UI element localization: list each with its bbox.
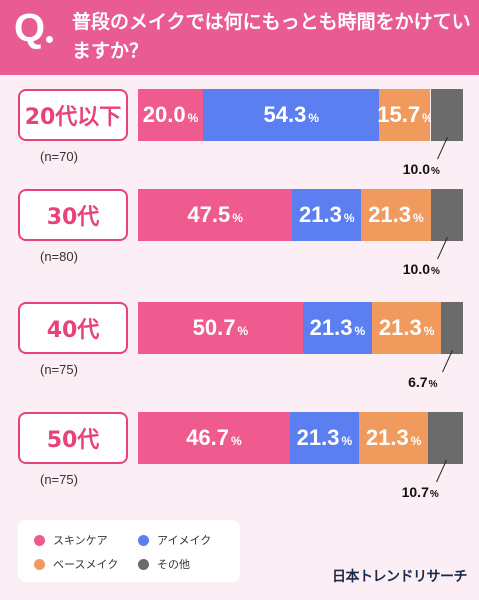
unit-label: % (431, 266, 440, 277)
unit-label: % (423, 324, 435, 338)
value-label: 20.0 (142, 102, 186, 127)
sample-size: (n=70) (40, 149, 78, 164)
sample-size: (n=75) (40, 472, 78, 487)
unit-label: % (230, 434, 242, 448)
bar-segment-base: 21.3% (372, 302, 442, 354)
legend: スキンケア アイメイク ベースメイク その他 (18, 520, 240, 582)
bar-segment-skincare: 46.7% (138, 412, 290, 464)
value-label: 21.3 (299, 202, 342, 227)
legend-dot-eye (138, 534, 149, 546)
bar-segment-eye: 21.3% (292, 189, 362, 241)
brand-logo-text: 日本トレンドリサーチ (332, 569, 468, 585)
bar-segment-eye: 21.3% (289, 412, 359, 464)
question-text: 普段のメイクでは何にもっとも時間をかけていますか？ (72, 11, 471, 62)
legend-item-eye: アイメイク (138, 532, 211, 548)
category-label: 50代 (18, 412, 128, 464)
unit-label: % (431, 166, 440, 177)
other-value-label: 10.0% (403, 161, 440, 179)
bar-segment-other (430, 89, 463, 141)
legend-item-other: その他 (138, 556, 190, 572)
bar-segment-base: 21.3% (359, 412, 429, 464)
value-label: 10.0 (402, 261, 431, 277)
legend-dot-base (34, 558, 45, 570)
unit-label: % (354, 324, 366, 338)
bar-segment-other (430, 189, 463, 241)
value-label: 21.3 (378, 315, 422, 340)
legend-label-skincare: スキンケア (53, 534, 108, 547)
unit-label: % (343, 211, 355, 225)
bar-segment-eye: 54.3% (203, 89, 380, 141)
value-label: 15.7 (377, 102, 421, 127)
unit-label: % (429, 489, 439, 500)
category-label: 40代 (18, 302, 128, 354)
bar-segment-other (428, 412, 463, 464)
value-label: 6.7 (408, 374, 428, 390)
value-label: 10.0 (402, 161, 430, 177)
other-value-label: 10.7% (402, 484, 439, 502)
bar-row: 50.7% 21.3% 21.3% (138, 302, 463, 354)
category-label: 20代以下 (18, 89, 128, 141)
legend-dot-other (138, 558, 149, 570)
sample-size: (n=80) (40, 249, 78, 264)
value-label: 50.7 (192, 315, 236, 340)
unit-label: % (237, 324, 249, 338)
value-label: 21.3 (365, 425, 409, 450)
bar-row: 47.5% 21.3% 21.3% (138, 189, 463, 241)
value-label: 46.7 (186, 425, 229, 450)
unit-label: % (232, 211, 243, 225)
legend-item-skincare: スキンケア (34, 532, 108, 548)
bar-segment-eye: 21.3% (302, 302, 372, 354)
bar-segment-skincare: 47.5% (138, 189, 293, 241)
unit-label: % (428, 379, 438, 390)
value-label: 54.3 (263, 102, 307, 127)
bar-segment-other (441, 302, 463, 354)
bar-segment-base: 21.3% (361, 189, 431, 241)
unit-label: % (410, 434, 422, 448)
value-label: 47.5 (187, 202, 231, 227)
unit-label: % (413, 211, 424, 225)
category-label: 30代 (18, 189, 128, 241)
value-label: 21.3 (309, 315, 353, 340)
legend-item-base: ベースメイク (34, 556, 118, 572)
unit-label: % (308, 111, 319, 125)
legend-dot-skincare (34, 534, 45, 546)
legend-label-other: その他 (157, 558, 190, 571)
unit-label: % (341, 434, 353, 448)
q-mark: Q (14, 6, 46, 50)
other-value-label: 10.0% (403, 261, 440, 279)
bar-segment-skincare: 20.0% (138, 89, 203, 141)
unit-label: % (422, 111, 433, 125)
sample-size: (n=75) (40, 362, 78, 377)
q-dot-icon (46, 36, 53, 43)
value-label: 21.3 (296, 425, 340, 450)
legend-label-base: ベースメイク (53, 558, 119, 571)
question-header: Q 普段のメイクでは何にもっとも時間をかけていますか？ (0, 0, 479, 75)
value-label: 21.3 (368, 202, 412, 227)
value-label: 10.7 (401, 484, 429, 500)
bar-row: 46.7% 21.3% 21.3% (138, 412, 463, 464)
other-value-label: 6.7% (408, 374, 437, 392)
unit-label: % (187, 111, 199, 125)
bar-segment-base: 15.7% (377, 89, 433, 141)
legend-label-eye: アイメイク (157, 534, 212, 547)
bar-row: 20.0% 54.3% 15.7% (138, 89, 463, 141)
bar-segment-skincare: 50.7% (138, 302, 303, 354)
